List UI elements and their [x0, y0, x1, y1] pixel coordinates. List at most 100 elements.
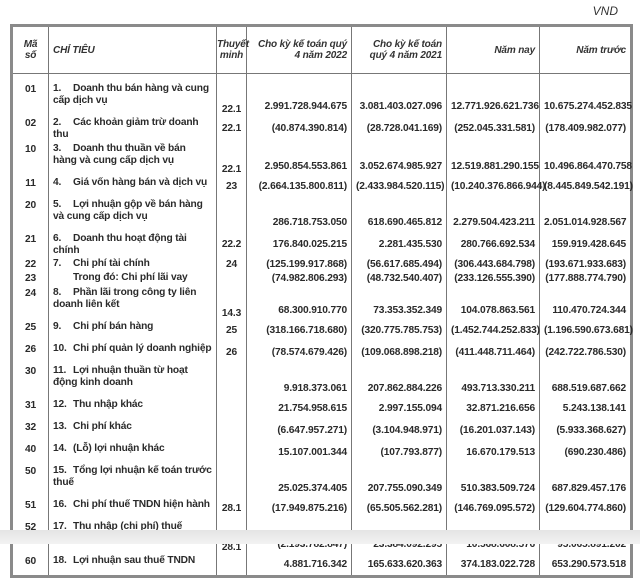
- row-code: 21: [24, 234, 37, 245]
- row-item: Lợi nhuận gộp về bán hàng và cung cấp dị…: [53, 199, 203, 222]
- value-q4-2021: (320.775.785.753): [351, 319, 447, 341]
- value-q4-2021: 2.281.435.530: [351, 231, 447, 257]
- value-last-year: 159.919.428.645: [539, 231, 632, 257]
- value-last-year: 10.496.864.470.758: [539, 141, 632, 175]
- row-number: 11.: [53, 365, 67, 376]
- row-code: 11: [25, 178, 36, 189]
- row-code: 30: [24, 366, 37, 377]
- value-last-year: (177.888.774.790): [539, 271, 632, 285]
- header-note: Thuyết minh: [216, 25, 249, 74]
- row-label: 7. Chi phí tài chính: [48, 257, 217, 271]
- value-q4-2021: 207.755.090.349: [351, 463, 447, 497]
- value-q4-2021: 2.997.155.094: [351, 397, 447, 419]
- value-this-year: (233.126.555.390): [446, 271, 540, 285]
- row-code: 20: [24, 200, 37, 211]
- value-last-year: 653.290.573.518: [539, 553, 632, 577]
- row-label: 10. Chi phí quản lý doanh nghiệp: [48, 341, 217, 363]
- row-label: 14. (Lỗ) lợi nhuận khác: [48, 441, 217, 463]
- header-code: Mã số: [11, 25, 49, 74]
- row-item: Chi phí thuế TNDN hiện hành: [73, 499, 210, 510]
- row-note: [216, 441, 247, 463]
- row-label: 1. Doanh thu bán hàng và cung cấp dịch vụ: [48, 81, 217, 115]
- row-label: Trong đó: Chi phí lãi vay: [48, 271, 217, 285]
- row-label: 4. Giá vốn hàng bán và dịch vụ: [48, 175, 217, 197]
- row-number: 18.: [53, 555, 67, 566]
- row-label: 2. Các khoản giảm trừ doanh thu: [48, 115, 217, 141]
- value-q4-2022: 176.840.025.215: [246, 231, 352, 257]
- row-code: 60: [24, 556, 37, 567]
- value-last-year: 10.675.274.452.835: [539, 81, 632, 115]
- header-q4-2021: Cho kỳ kế toán quý 4 năm 2021: [351, 25, 447, 74]
- value-q4-2022: 68.300.910.770: [246, 285, 352, 319]
- row-item: Doanh thu hoạt động tài chính: [53, 233, 187, 256]
- table-row: 20 5. Lợi nhuận gộp về bán hàng và cung cấ…: [12, 197, 632, 231]
- value-this-year: 493.713.330.211: [446, 363, 540, 397]
- row-note: [216, 553, 247, 577]
- row-number: 15.: [53, 465, 67, 476]
- table-row: 22 7. Chi phí tài chính 24 (125.199.917.868)…: [12, 257, 632, 271]
- value-this-year: 12.519.881.290.155: [446, 141, 540, 175]
- table-row: 01 1. Doanh thu bán hàng và cung cấp dịch …: [12, 81, 632, 115]
- value-q4-2022: (2.664.135.800.811): [246, 175, 352, 197]
- row-item: Chi phí khác: [73, 421, 132, 432]
- row-number: 9.: [53, 321, 62, 332]
- row-number: 13.: [53, 421, 67, 432]
- row-item: Giá vốn hàng bán và dịch vụ: [73, 177, 208, 188]
- row-item: Doanh thu thuần về bán hàng và cung cấp …: [53, 143, 186, 166]
- value-q4-2022: (6.647.957.271): [246, 419, 352, 441]
- row-label: 12. Thu nhập khác: [48, 397, 217, 419]
- value-q4-2022: (74.982.806.293): [246, 271, 352, 285]
- spacer-row: [12, 73, 632, 81]
- value-last-year: 2.051.014.928.567: [539, 197, 632, 231]
- row-item: Chi phí quản lý doanh nghiệp: [73, 343, 212, 354]
- currency-unit: VND: [592, 4, 618, 18]
- value-last-year: (178.409.982.077): [539, 115, 632, 141]
- income-statement-table: Mã số CHỈ TIÊU Thuyết minh Cho kỳ kế toá…: [10, 24, 633, 578]
- row-number: 5.: [53, 199, 62, 210]
- value-last-year: 5.243.138.141: [539, 397, 632, 419]
- value-this-year: 374.183.022.728: [446, 553, 540, 577]
- row-number: 4.: [53, 177, 62, 188]
- value-last-year: (193.671.933.683): [539, 257, 632, 271]
- value-this-year: 32.871.216.656: [446, 397, 540, 419]
- value-this-year: 104.078.863.561: [446, 285, 540, 319]
- row-label: 6. Doanh thu hoạt động tài chính: [48, 231, 217, 257]
- value-q4-2022: (40.874.390.814): [246, 115, 352, 141]
- row-label: 8. Phần lãi trong công ty liên doanh liên…: [48, 285, 217, 319]
- value-this-year: (146.769.095.572): [446, 497, 540, 519]
- value-q4-2022: (78.574.679.426): [246, 341, 352, 363]
- row-code: 32: [24, 422, 37, 433]
- row-code: 26: [24, 344, 37, 355]
- row-code: 10: [24, 144, 37, 155]
- value-q4-2022: 15.107.001.344: [246, 441, 352, 463]
- value-q4-2021: 618.690.465.812: [351, 197, 447, 231]
- value-last-year: (5.933.368.627): [539, 419, 632, 441]
- value-this-year: (252.045.331.581): [446, 115, 540, 141]
- row-label: 16. Chi phí thuế TNDN hiện hành: [48, 497, 217, 519]
- row-label: 9. Chi phí bán hàng: [48, 319, 217, 341]
- row-item: Tổng lợi nhuận kế toán trước thuế: [53, 465, 212, 488]
- row-item: Phần lãi trong công ty liên doanh liên k…: [53, 287, 197, 310]
- value-this-year: 510.383.509.724: [446, 463, 540, 497]
- row-number: 12.: [53, 399, 67, 410]
- value-q4-2021: 165.633.620.363: [351, 553, 447, 577]
- value-last-year: (242.722.786.530): [539, 341, 632, 363]
- value-last-year: 688.519.687.662: [539, 363, 632, 397]
- value-this-year: 12.771.926.621.736: [446, 81, 540, 115]
- row-item: Doanh thu bán hàng và cung cấp dịch vụ: [53, 83, 209, 106]
- row-code: 51: [24, 500, 37, 511]
- row-item: Thu nhập khác: [73, 399, 143, 410]
- value-q4-2021: (109.068.898.218): [351, 341, 447, 363]
- table-row: 51 16. Chi phí thuế TNDN hiện hành 28.1 (17.…: [12, 497, 632, 519]
- value-this-year: (1.452.744.252.833): [446, 319, 540, 341]
- value-q4-2022: (17.949.875.216): [246, 497, 352, 519]
- value-this-year: (16.201.037.143): [446, 419, 540, 441]
- header-q4-2022: Cho kỳ kế toán quý 4 năm 2022: [246, 25, 352, 74]
- table-row: 02 2. Các khoản giảm trừ doanh thu 22.1 (40.…: [12, 115, 632, 141]
- value-q4-2022: 2.991.728.944.675: [246, 81, 352, 115]
- row-label: 13. Chi phí khác: [48, 419, 217, 441]
- table-row: 32 13. Chi phí khác (6.647.957.271) (3.104.9…: [12, 419, 632, 441]
- row-note: [216, 271, 247, 285]
- row-label: 3. Doanh thu thuần về bán hàng và cung cấ…: [48, 141, 217, 175]
- row-note: 22.2: [216, 231, 247, 257]
